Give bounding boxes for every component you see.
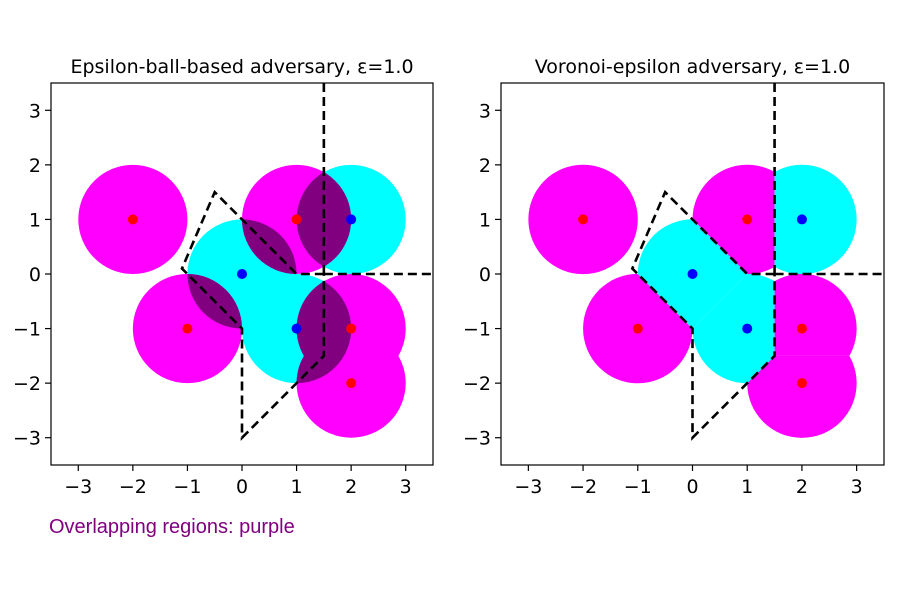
- plot-area: [78, 83, 433, 441]
- y-tick-label: −2: [463, 373, 491, 395]
- x-tick-label: 1: [291, 476, 303, 498]
- blue-data-point: [346, 214, 357, 225]
- y-tick-label: 0: [29, 264, 41, 286]
- y-tick-label: −3: [13, 428, 41, 450]
- panel-epsilon-ball: −3 −2 −1 0 1 2 3 −3 −2 −1 0 1 2 3 Epsilon-ball-based a…: [13, 56, 434, 498]
- red-data-point: [182, 323, 193, 334]
- x-tick-label: 2: [345, 476, 357, 498]
- red-data-point: [346, 323, 357, 334]
- decision-boundary-line: [180, 189, 326, 441]
- y-tick-label: 1: [479, 209, 491, 231]
- x-tick-label: 3: [851, 476, 863, 498]
- x-tick-label: −2: [119, 476, 147, 498]
- chart-title: Epsilon-ball-based adversary, ε=1.0: [70, 56, 413, 78]
- red-data-point: [291, 214, 302, 225]
- x-tick-label: −1: [624, 476, 652, 498]
- y-tick-label: 0: [479, 264, 491, 286]
- blue-data-point: [796, 214, 807, 225]
- red-data-point: [796, 378, 807, 389]
- red-data-point: [742, 214, 753, 225]
- y-tick-label: −1: [463, 319, 491, 341]
- red-data-point: [127, 214, 138, 225]
- x-tick-label: −3: [514, 476, 542, 498]
- x-tick-label: 0: [236, 476, 248, 498]
- x-tick-label: −1: [173, 476, 201, 498]
- red-data-point: [632, 323, 643, 334]
- y-tick-label: 2: [479, 155, 491, 177]
- x-tick-label: 0: [686, 476, 698, 498]
- y-tick-label: −3: [463, 428, 491, 450]
- y-tick-label: 1: [29, 209, 41, 231]
- blue-data-point: [291, 323, 302, 334]
- decision-boundary-line: [630, 189, 776, 441]
- x-tick-label: 1: [741, 476, 753, 498]
- blue-data-point: [742, 323, 753, 334]
- x-tick-label: 3: [400, 476, 412, 498]
- x-tick-label: −3: [64, 476, 92, 498]
- y-tick-label: −2: [13, 373, 41, 395]
- blue-data-point: [687, 269, 698, 279]
- plot-area: [528, 83, 884, 441]
- x-tick-label: 2: [796, 476, 808, 498]
- panel-voronoi-epsilon: −3 −2 −1 0 1 2 3 −3 −2 −1 0 1 2 3 Voronoi-epsilon adve…: [463, 56, 885, 498]
- y-tick-label: 3: [29, 100, 41, 122]
- overlap-region: [242, 219, 297, 275]
- y-tick-label: 2: [29, 155, 41, 177]
- red-data-point: [346, 378, 357, 389]
- y-tick-label: −1: [13, 319, 41, 341]
- y-tick-label: 3: [479, 100, 491, 122]
- footnote-overlap-legend: Overlapping regions: purple: [49, 516, 295, 538]
- red-data-point: [578, 214, 589, 225]
- x-tick-label: −2: [569, 476, 597, 498]
- blue-data-point: [237, 269, 247, 279]
- red-data-point: [796, 323, 807, 334]
- chart-title: Voronoi-epsilon adversary, ε=1.0: [535, 56, 850, 78]
